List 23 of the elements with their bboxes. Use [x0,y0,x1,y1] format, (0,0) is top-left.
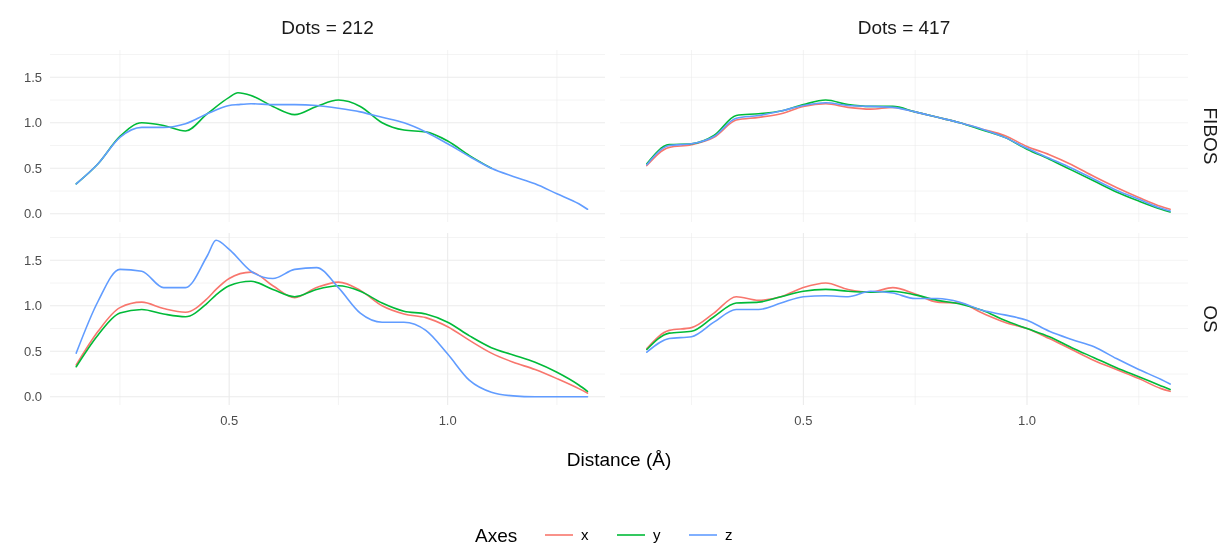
x-tick-label: 1.0 [438,413,457,428]
x-tick-label: 1.0 [1017,413,1037,428]
y-tick-label: 0.0 [23,389,42,405]
y-tick-label: 1.0 [23,298,42,314]
legend-label: x [581,526,589,544]
line-series [75,102,589,211]
x-tick-label: 0.5 [220,413,239,428]
x-axis-title: Distance (Å) [566,449,672,470]
legend-label: y [653,526,661,544]
y-tick-label: 0.5 [23,160,42,176]
chart-title: Dots = 212 [281,17,374,38]
y2-axis-title: FIBOS [1200,107,1221,165]
y-tick-label: 0.0 [23,206,42,222]
line-series [75,239,589,398]
y-tick-label: 1.5 [23,252,42,268]
x-tick-label: 0.5 [794,413,813,428]
legend-title: Axes [475,524,518,545]
chart-title: Dots = 417 [857,17,951,38]
y2-axis-title: OS [1200,305,1221,333]
y-tick-label: 1.5 [23,69,42,85]
legend-label: z [725,526,733,544]
y-tick-label: 0.5 [23,343,42,359]
y-tick-label: 1.0 [23,115,42,131]
